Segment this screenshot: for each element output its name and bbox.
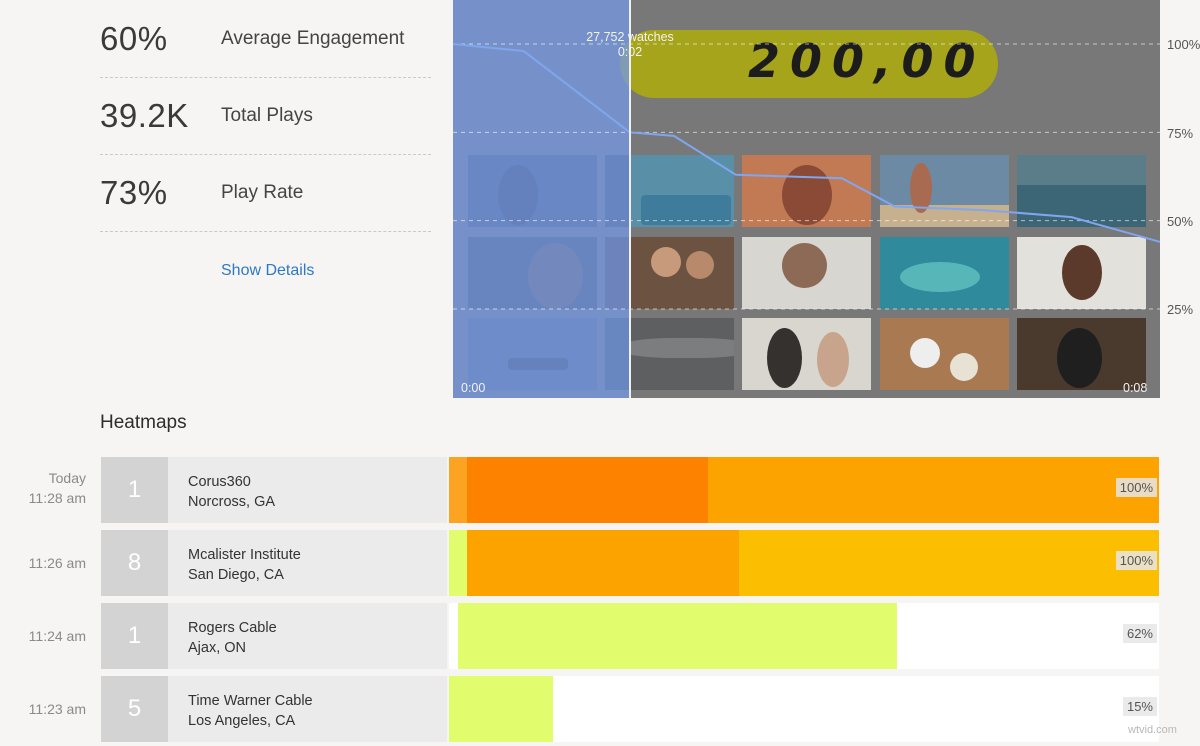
heatmaps-title: Heatmaps	[100, 412, 187, 433]
company-name: Rogers Cable	[188, 620, 277, 636]
heatmap-segment	[708, 457, 1159, 523]
heatmap-row[interactable]: 8 Mcalister Institute San Diego, CA 100%	[101, 530, 1159, 596]
video-overlay-pill	[620, 30, 998, 98]
heatmap-segment	[466, 530, 739, 596]
heatmap-segment	[466, 457, 709, 523]
heatmap-timestamp: Today 11:28 am	[20, 468, 86, 508]
heatmap-percent: 100%	[1115, 551, 1157, 570]
heatmap-time: 11:28 am	[28, 490, 86, 506]
company-name: Time Warner Cable	[188, 693, 313, 709]
video-overlay-number: 200,00	[748, 34, 986, 88]
watched-region-overlay	[453, 0, 629, 398]
viewer-info[interactable]: Mcalister Institute San Diego, CA	[168, 530, 485, 596]
heatmap-percent: 100%	[1115, 478, 1157, 497]
thumbnail	[631, 318, 734, 390]
show-details-link[interactable]: Show Details	[221, 262, 315, 279]
y-tick-label: 100%	[1167, 37, 1200, 52]
heatmap-row[interactable]: 5 Time Warner Cable Los Angeles, CA 15%	[101, 676, 1159, 742]
y-tick-label: 75%	[1167, 126, 1194, 141]
view-count: 5	[101, 676, 168, 742]
heatmap-timestamp: 11:26 am	[20, 553, 86, 573]
company-name: Corus360	[188, 474, 251, 490]
stat-play-rate: 73% Play Rate	[100, 154, 431, 232]
heatmap-segment	[738, 530, 1159, 596]
playhead-time: 0:02	[617, 45, 643, 59]
y-tick-label: 25%	[1167, 302, 1194, 317]
stat-average-engagement: 60% Average Engagement	[100, 0, 431, 78]
watermark: wtvid.com	[1128, 724, 1177, 736]
stat-label: Average Engagement	[221, 28, 405, 49]
location: Ajax, ON	[188, 640, 247, 656]
stat-value: 39.2K	[100, 97, 189, 134]
view-count: 1	[101, 603, 168, 669]
heatmap-timestamp: 11:23 am	[20, 699, 86, 719]
thumbnail	[1017, 237, 1146, 309]
heatmap-percent: 15%	[1122, 697, 1157, 716]
engagement-chart	[453, 43, 1160, 310]
viewer-name: Corus360 Norcross, GA	[188, 472, 275, 512]
thumbnail	[880, 318, 1009, 390]
heatmap-segment	[457, 603, 897, 669]
playhead-tooltip: 27,752 watches 0:02	[560, 30, 700, 60]
thumbnail	[742, 318, 871, 390]
heatmap-row[interactable]: 1 Rogers Cable Ajax, ON 62%	[101, 603, 1159, 669]
heatmap-time: 11:26 am	[28, 555, 86, 571]
location: Los Angeles, CA	[188, 713, 296, 729]
stat-label: Play Rate	[221, 182, 304, 203]
location: Norcross, GA	[188, 494, 276, 510]
heatmap-bar: 100%	[449, 530, 1159, 596]
thumbnail	[631, 155, 734, 227]
heatmap-time: 11:24 am	[28, 628, 86, 644]
time-end-label: 0:08	[1123, 381, 1148, 395]
viewer-name: Time Warner Cable Los Angeles, CA	[188, 691, 313, 731]
view-count: 1	[101, 457, 168, 523]
viewer-info[interactable]: Rogers Cable Ajax, ON	[168, 603, 485, 669]
heatmap-timestamp: 11:24 am	[20, 626, 86, 646]
heatmap-bar: 15%	[449, 676, 1159, 742]
stat-total-plays: 39.2K Total Plays	[100, 77, 431, 155]
thumbnail	[880, 155, 1009, 227]
heatmap-segment	[449, 676, 553, 742]
view-count: 8	[101, 530, 168, 596]
heatmap-segment	[449, 530, 467, 596]
viewer-info[interactable]: Corus360 Norcross, GA	[168, 457, 485, 523]
heatmap-row[interactable]: 1 Corus360 Norcross, GA 100%	[101, 457, 1159, 523]
heatmap-percent: 62%	[1122, 624, 1157, 643]
stat-label: Total Plays	[221, 105, 313, 126]
playhead[interactable]	[629, 0, 631, 398]
thumbnail	[1017, 318, 1146, 390]
heatmap-segment	[449, 457, 467, 523]
watches-count: 27,752 watches	[586, 30, 674, 44]
thumbnail	[631, 237, 734, 309]
thumbnail	[880, 237, 1009, 309]
y-tick-label: 50%	[1167, 214, 1194, 229]
viewer-name: Rogers Cable Ajax, ON	[188, 618, 277, 658]
thumbnail	[742, 237, 871, 309]
stat-value: 60%	[100, 20, 168, 57]
viewer-name: Mcalister Institute San Diego, CA	[188, 545, 301, 585]
time-start-label: 0:00	[461, 381, 486, 395]
stat-value: 73%	[100, 174, 168, 211]
heatmap-time: 11:23 am	[28, 701, 86, 717]
location: San Diego, CA	[188, 567, 284, 583]
thumbnail	[742, 155, 871, 227]
company-name: Mcalister Institute	[188, 547, 301, 563]
heatmap-bar: 62%	[449, 603, 1159, 669]
engagement-line	[453, 43, 1160, 243]
heatmap-bar: 100%	[449, 457, 1159, 523]
viewer-info[interactable]: Time Warner Cable Los Angeles, CA	[168, 676, 485, 742]
heatmap-date: Today	[48, 470, 86, 486]
